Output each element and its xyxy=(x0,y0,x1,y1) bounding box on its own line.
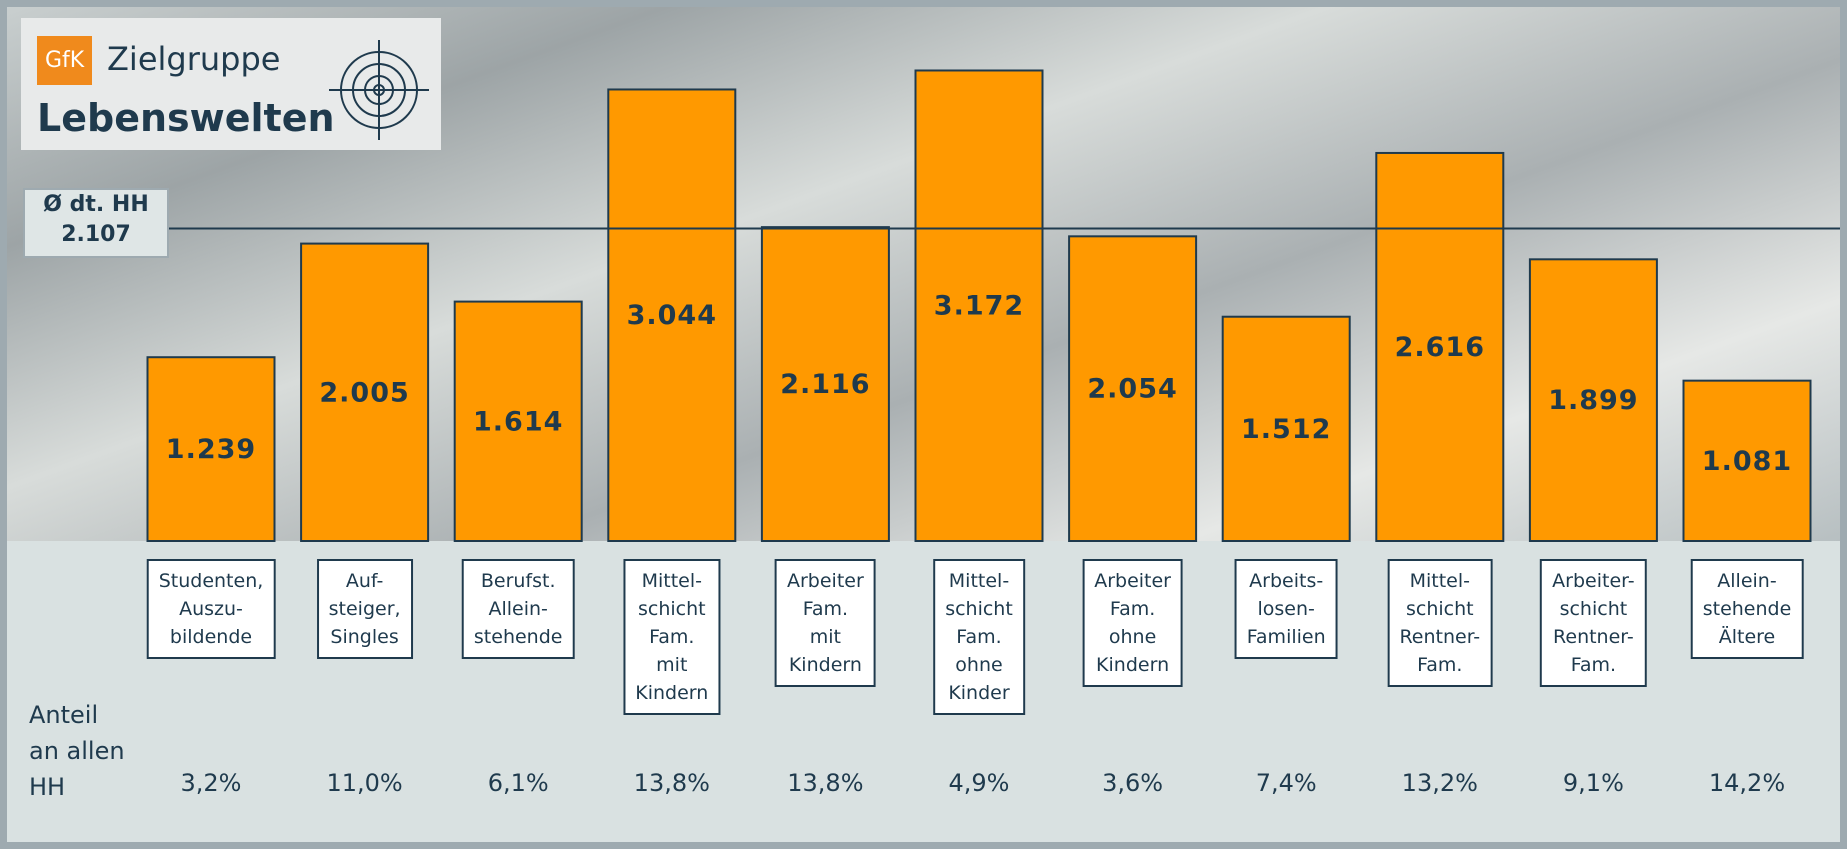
logo-target xyxy=(21,18,441,150)
share-value: 13,2% xyxy=(1402,769,1478,797)
category-label: Arbeiter Fam. ohne Kindern xyxy=(1082,559,1183,687)
chart: 1.239 2.005 1.614 3.044 2.116 3.172 2.054 1.512… xyxy=(0,0,1847,849)
reference-label: Ø dt. HH 2.107 xyxy=(23,188,169,258)
value-label: 2.616 xyxy=(1395,332,1485,363)
category-label: Arbeiter- schicht Rentner- Fam. xyxy=(1540,559,1646,687)
share-value: 4,9% xyxy=(949,769,1010,797)
share-value: 9,1% xyxy=(1563,769,1624,797)
logo: GfK Zielgruppe Lebenswelten xyxy=(21,18,441,150)
category-label: Arbeits- losen- Familien xyxy=(1235,559,1338,659)
value-label: 1.614 xyxy=(473,406,563,437)
category-label: Mittel- schicht Fam. ohne Kinder xyxy=(933,559,1025,715)
share-value: 3,2% xyxy=(181,769,242,797)
value-label: 3.044 xyxy=(627,300,717,331)
category-label: Arbeiter Fam. mit Kindern xyxy=(775,559,876,687)
category-label: Mittel- schicht Rentner- Fam. xyxy=(1387,559,1492,687)
reference-name: Ø dt. HH xyxy=(25,190,167,220)
value-label: 1.512 xyxy=(1241,414,1331,445)
value-label: 1.899 xyxy=(1548,385,1638,416)
category-label: Allein- stehende Ältere xyxy=(1691,559,1804,659)
share-value: 3,6% xyxy=(1102,769,1163,797)
value-label: 2.005 xyxy=(319,377,409,408)
share-row-label: Anteil an allen HH xyxy=(29,697,125,805)
share-value: 13,8% xyxy=(634,769,710,797)
value-label: 2.054 xyxy=(1087,374,1177,405)
share-value: 6,1% xyxy=(488,769,549,797)
value-label: 2.116 xyxy=(780,369,870,400)
category-label: Studenten, Auszu- bildende xyxy=(147,559,276,659)
share-value: 7,4% xyxy=(1256,769,1317,797)
value-label: 1.239 xyxy=(166,434,256,465)
category-label: Mittel- schicht Fam. mit Kindern xyxy=(623,559,720,715)
value-label: 3.172 xyxy=(934,291,1024,322)
share-value: 13,8% xyxy=(787,769,863,797)
category-label: Auf- steiger, Singles xyxy=(317,559,413,659)
reference-value: 2.107 xyxy=(25,220,167,250)
value-label: 1.081 xyxy=(1702,446,1792,477)
category-label: Berufst. Allein- stehende xyxy=(462,559,575,659)
share-value: 14,2% xyxy=(1709,769,1785,797)
share-value: 11,0% xyxy=(326,769,402,797)
